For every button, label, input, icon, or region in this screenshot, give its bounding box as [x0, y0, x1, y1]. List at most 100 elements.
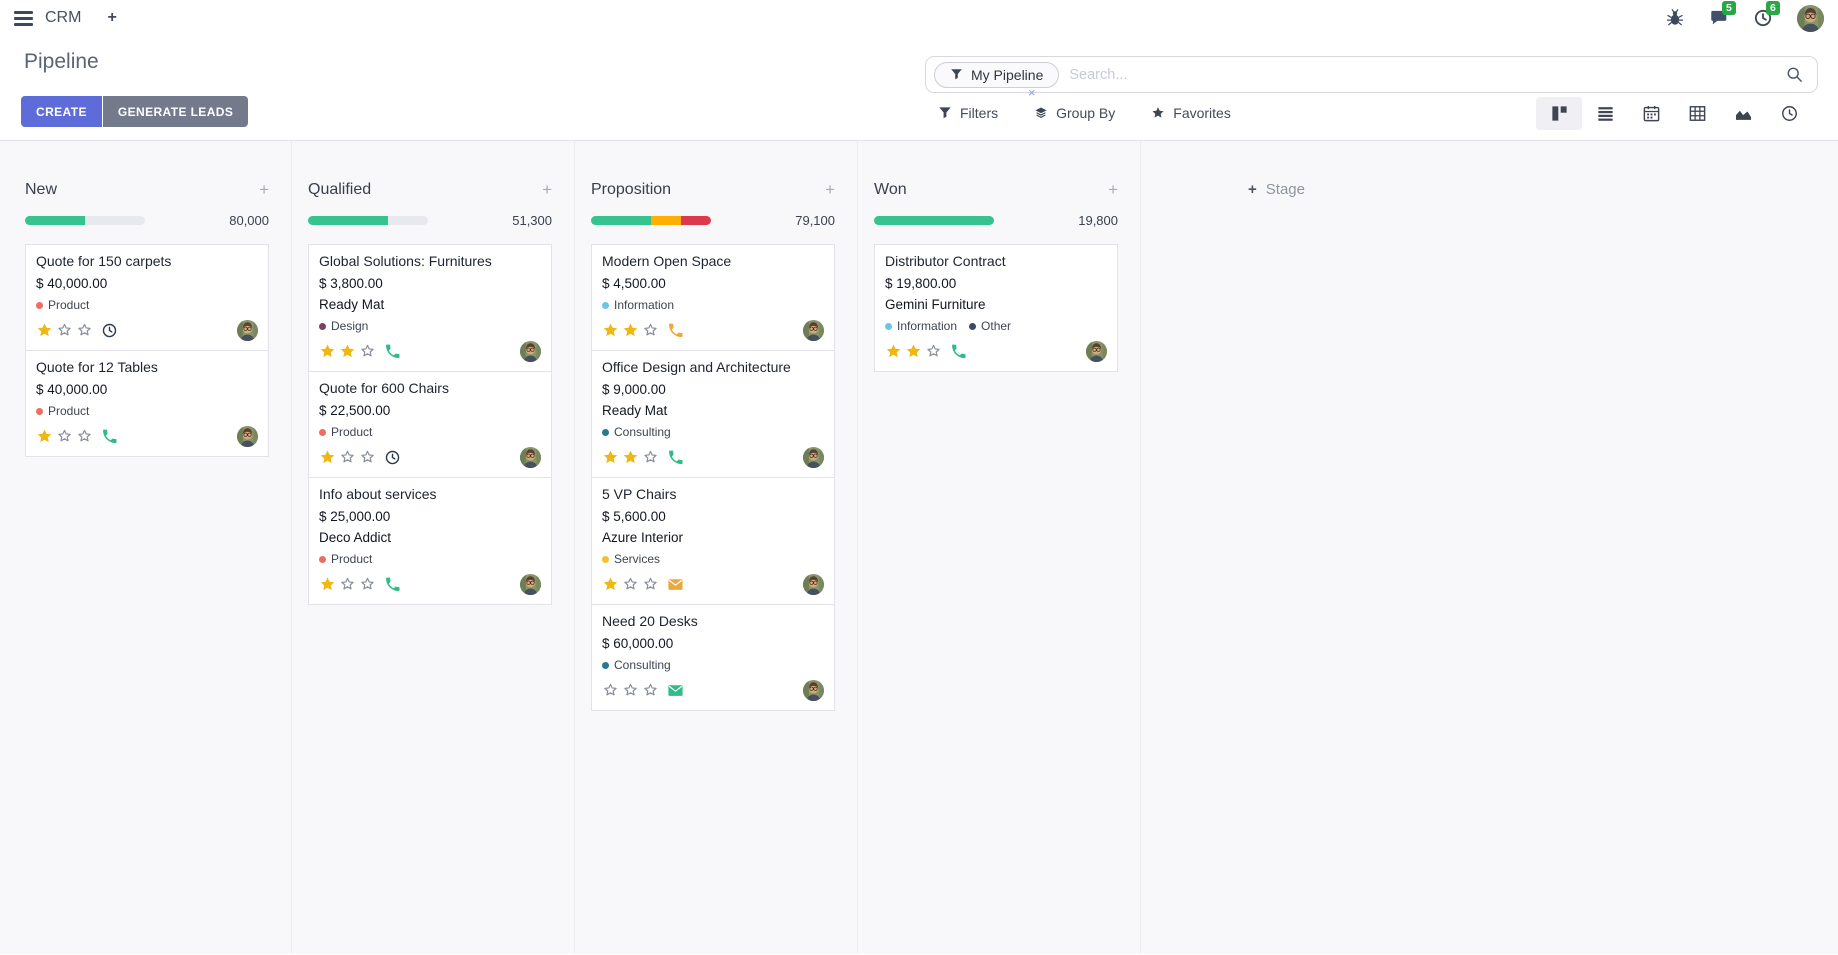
activity-phone-icon[interactable]: [384, 343, 401, 360]
star-filled-icon[interactable]: [339, 343, 356, 360]
view-kanban-button[interactable]: [1536, 97, 1582, 130]
kanban-card[interactable]: Distributor Contract $ 19,800.00 Gemini …: [874, 244, 1118, 372]
view-calendar-button[interactable]: [1628, 97, 1674, 130]
kanban-card[interactable]: Modern Open Space $ 4,500.00 Information: [591, 244, 835, 351]
debug-bug-icon[interactable]: [1665, 8, 1685, 28]
avatar[interactable]: [237, 426, 258, 447]
column-progressbar[interactable]: [591, 216, 711, 225]
card-title[interactable]: Need 20 Desks: [602, 613, 698, 629]
progress-segment[interactable]: [308, 216, 389, 225]
view-pivot-button[interactable]: [1674, 97, 1720, 130]
column-quick-create-icon[interactable]: +: [542, 180, 552, 199]
view-activity-button[interactable]: [1766, 97, 1812, 130]
star-filled-icon[interactable]: [36, 322, 53, 339]
star-empty-icon[interactable]: [642, 449, 659, 466]
search-bar[interactable]: My Pipeline: [925, 56, 1818, 93]
star-empty-icon[interactable]: [642, 322, 659, 339]
new-window-plus-icon[interactable]: +: [107, 9, 117, 26]
card-title[interactable]: Office Design and Architecture: [602, 359, 791, 375]
star-filled-icon[interactable]: [622, 322, 639, 339]
card-title[interactable]: Global Solutions: Furnitures: [319, 253, 492, 269]
avatar[interactable]: [803, 680, 824, 701]
avatar[interactable]: [520, 574, 541, 595]
tag[interactable]: Design: [319, 319, 368, 333]
card-title[interactable]: Quote for 12 Tables: [36, 359, 158, 375]
star-empty-icon[interactable]: [76, 428, 93, 445]
user-avatar[interactable]: [1797, 5, 1824, 32]
search-icon[interactable]: [1786, 66, 1803, 83]
tag[interactable]: Other: [969, 319, 1011, 333]
star-empty-icon[interactable]: [925, 343, 942, 360]
avatar[interactable]: [803, 574, 824, 595]
card-title[interactable]: Quote for 150 carpets: [36, 253, 172, 269]
activity-phone-icon[interactable]: [384, 576, 401, 593]
create-button[interactable]: CREATE: [21, 96, 102, 127]
search-input[interactable]: [1067, 65, 1786, 84]
card-title[interactable]: 5 VP Chairs: [602, 486, 677, 502]
tag[interactable]: Consulting: [602, 658, 671, 672]
page-title[interactable]: Pipeline: [24, 50, 99, 73]
column-title[interactable]: Won: [874, 181, 907, 198]
star-empty-icon[interactable]: [359, 449, 376, 466]
activities-clock-icon[interactable]: 6: [1753, 1, 1780, 28]
kanban-card[interactable]: Office Design and Architecture $ 9,000.0…: [591, 350, 835, 478]
star-empty-icon[interactable]: [642, 576, 659, 593]
star-empty-icon[interactable]: [76, 322, 93, 339]
activity-envelope-icon[interactable]: [667, 576, 684, 593]
tag[interactable]: Product: [36, 298, 89, 312]
star-filled-icon[interactable]: [885, 343, 902, 360]
star-empty-icon[interactable]: [56, 322, 73, 339]
activity-clock-icon[interactable]: [384, 449, 401, 466]
star-empty-icon[interactable]: [56, 428, 73, 445]
star-filled-icon[interactable]: [602, 449, 619, 466]
progress-segment[interactable]: [874, 216, 994, 225]
card-title[interactable]: Distributor Contract: [885, 253, 1006, 269]
tag[interactable]: Product: [319, 552, 372, 566]
activity-clock-icon[interactable]: [101, 322, 118, 339]
kanban-card[interactable]: Quote for 600 Chairs $ 22,500.00 Product: [308, 371, 552, 478]
group-by-button[interactable]: Group By: [1034, 105, 1115, 121]
favorites-button[interactable]: Favorites: [1151, 105, 1231, 121]
messages-icon[interactable]: 5: [1709, 1, 1736, 28]
star-filled-icon[interactable]: [319, 449, 336, 466]
facet-remove-icon[interactable]: ×: [1028, 85, 1036, 100]
tag[interactable]: Product: [36, 404, 89, 418]
add-stage-button[interactable]: + Stage: [1248, 181, 1305, 198]
messages-count-badge[interactable]: 5: [1722, 1, 1736, 15]
activity-phone-icon[interactable]: [950, 343, 967, 360]
kanban-card[interactable]: Quote for 12 Tables $ 40,000.00 Product: [25, 350, 269, 457]
star-filled-icon[interactable]: [36, 428, 53, 445]
column-progressbar[interactable]: [874, 216, 994, 225]
star-filled-icon[interactable]: [319, 576, 336, 593]
avatar[interactable]: [520, 447, 541, 468]
progress-segment[interactable]: [591, 216, 651, 225]
star-empty-icon[interactable]: [339, 449, 356, 466]
star-filled-icon[interactable]: [622, 449, 639, 466]
avatar[interactable]: [803, 320, 824, 341]
star-filled-icon[interactable]: [319, 343, 336, 360]
view-graph-button[interactable]: [1720, 97, 1766, 130]
activity-envelope-icon[interactable]: [667, 682, 684, 699]
column-quick-create-icon[interactable]: +: [259, 180, 269, 199]
activity-phone-icon[interactable]: [667, 449, 684, 466]
star-empty-icon[interactable]: [622, 576, 639, 593]
star-empty-icon[interactable]: [642, 682, 659, 699]
column-quick-create-icon[interactable]: +: [825, 180, 835, 199]
avatar[interactable]: [520, 341, 541, 362]
column-progressbar[interactable]: [308, 216, 428, 225]
column-progressbar[interactable]: [25, 216, 145, 225]
activity-phone-icon[interactable]: [667, 322, 684, 339]
kanban-card[interactable]: Global Solutions: Furnitures $ 3,800.00 …: [308, 244, 552, 372]
star-empty-icon[interactable]: [622, 682, 639, 699]
search-facet-my-pipeline[interactable]: My Pipeline: [934, 61, 1060, 88]
filters-button[interactable]: Filters: [938, 105, 998, 121]
star-filled-icon[interactable]: [602, 576, 619, 593]
star-empty-icon[interactable]: [339, 576, 356, 593]
star-filled-icon[interactable]: [602, 322, 619, 339]
tag[interactable]: Services: [602, 552, 660, 566]
card-title[interactable]: Info about services: [319, 486, 437, 502]
star-empty-icon[interactable]: [602, 682, 619, 699]
progress-segment[interactable]: [25, 216, 85, 225]
app-name[interactable]: CRM: [45, 9, 82, 26]
generate-leads-button[interactable]: GENERATE LEADS: [102, 96, 249, 127]
